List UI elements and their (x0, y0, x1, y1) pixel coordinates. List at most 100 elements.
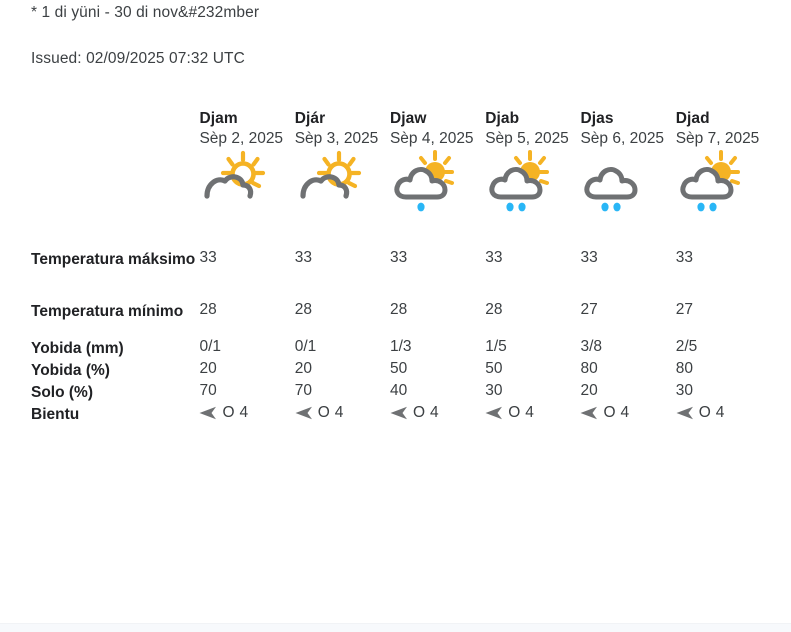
table-row-temp-min: Temperatura mínimo 28 28 28 28 27 27 (31, 286, 771, 338)
weather-icon-cell-5 (676, 150, 771, 234)
wind-arrow-west-icon (676, 406, 693, 420)
wind-speed-2: 4 (430, 404, 439, 421)
row-label-empty (31, 110, 199, 128)
temp-min-4: 27 (580, 301, 598, 318)
sun-pct-3: 30 (485, 382, 503, 399)
row-label-temp-max: Temperatura máksimo (31, 251, 196, 268)
day-date-3: Sèp 5, 2025 (485, 130, 569, 147)
temp-max-3: 33 (485, 249, 503, 266)
wind-cell-0: O 4 (199, 404, 294, 426)
rain-pct-3: 50 (485, 360, 503, 377)
table-row-dates: Sèp 2, 2025 Sèp 3, 2025 Sèp 4, 2025 Sèp … (31, 128, 771, 150)
rain-mm-4: 3/8 (580, 338, 603, 355)
table-row-daynames: Djam Djár Djaw Djab Djas Djad (31, 110, 771, 128)
wind-arrow-west-icon (485, 406, 503, 420)
wind-speed-1: 4 (334, 404, 344, 421)
cloud-rain2-icon (584, 166, 638, 212)
weather-icon-cell-2 (390, 150, 485, 234)
temp-max-2: 33 (389, 249, 408, 266)
row-label-rain-mm: Yobida (mm) (31, 340, 124, 357)
table-row-rain-mm: Yobida (mm) 0/1 0/1 1/3 1/5 3/8 2/5 (31, 338, 771, 360)
bottom-divider (0, 623, 791, 632)
wind-cell-4: O 4 (580, 404, 675, 426)
day-name-1: Djár (294, 110, 326, 127)
weather-icon-cell-1 (295, 150, 390, 234)
table-row-rain-pct: Yobida (%) 20 20 50 50 80 80 (31, 360, 771, 382)
wind-cell-1: O 4 (295, 404, 390, 426)
sun-cloud-icon (300, 150, 361, 199)
temp-min-3: 28 (485, 301, 503, 318)
rain-pct-0: 20 (199, 360, 217, 377)
day-date-2: Sèp 4, 2025 (389, 130, 474, 147)
sun-pct-2: 40 (389, 382, 408, 399)
sun-pct-1: 70 (294, 382, 312, 399)
sun-pct-0: 70 (199, 382, 217, 399)
rain-pct-1: 20 (294, 360, 312, 377)
wind-speed-3: 4 (525, 404, 534, 421)
wind-cell-3: O 4 (485, 404, 580, 426)
day-name-5: Djad (675, 110, 710, 127)
wind-speed-5: 4 (715, 404, 725, 421)
day-name-2: Djaw (389, 110, 427, 127)
rain-pct-5: 80 (675, 360, 693, 377)
table-row-icons (31, 150, 771, 234)
sun-pct-5: 30 (675, 382, 693, 399)
day-name-4: Djas (580, 110, 614, 127)
wind-cell-5: O 4 (676, 404, 771, 426)
temp-max-4: 33 (580, 249, 598, 266)
sun-cloud-rain2-icon (489, 150, 550, 212)
wind-direction-0: O (222, 404, 235, 421)
sun-pct-4: 20 (580, 382, 598, 399)
temp-max-5: 33 (675, 249, 693, 266)
temp-min-5: 27 (675, 301, 693, 318)
wind-direction-3: O (508, 404, 521, 421)
day-date-1: Sèp 3, 2025 (294, 130, 379, 147)
weather-icon-cell-4 (580, 150, 675, 234)
wind-arrow-west-icon (390, 406, 407, 420)
rain-mm-1: 0/1 (294, 338, 317, 355)
temp-min-0: 28 (199, 301, 217, 318)
table-row-temp-max: Temperatura máksimo 33 33 33 33 33 33 (31, 234, 771, 286)
rain-mm-2: 1/3 (389, 338, 412, 355)
weather-icon-cell-3 (485, 150, 580, 234)
wind-arrow-west-icon (199, 406, 217, 420)
sun-cloud-rain2-icon (680, 150, 740, 212)
day-date-4: Sèp 6, 2025 (580, 130, 665, 147)
rain-mm-3: 1/5 (485, 338, 507, 355)
row-label-wind: Bientu (31, 406, 80, 423)
temp-max-1: 33 (294, 249, 312, 266)
wind-cell-2: O 4 (390, 404, 485, 426)
forecast-table: Djam Djár Djaw Djab Djas Djad Sèp 2, 202… (31, 110, 771, 426)
row-label-rain-pct: Yobida (%) (31, 362, 110, 379)
day-date-5: Sèp 7, 2025 (675, 130, 760, 147)
row-label-sun-pct: Solo (%) (31, 384, 93, 401)
wind-direction-5: O (698, 404, 711, 421)
rain-mm-5: 2/5 (675, 338, 698, 355)
temp-min-1: 28 (294, 301, 312, 318)
day-name-3: Djab (485, 110, 520, 127)
issued-timestamp: Issued: 02/09/2025 07:32 UTC (31, 50, 245, 67)
row-label-temp-min: Temperatura mínimo (31, 303, 184, 320)
row-label-empty-icons (31, 150, 199, 234)
wind-speed-4: 4 (620, 404, 630, 421)
table-row-wind: Bientu O 4 O (31, 404, 771, 426)
wind-direction-4: O (603, 404, 616, 421)
wind-arrow-west-icon (580, 406, 598, 420)
row-label-empty-dates (31, 128, 199, 150)
sun-cloud-rain1-icon (394, 150, 454, 212)
wind-arrow-west-icon (295, 406, 312, 420)
weather-icon-cell-0 (199, 150, 294, 234)
wind-speed-0: 4 (239, 404, 249, 421)
day-date-0: Sèp 2, 2025 (199, 130, 284, 147)
table-row-sun-pct: Solo (%) 70 70 40 30 20 30 (31, 382, 771, 404)
temp-min-2: 28 (389, 301, 408, 318)
sun-cloud-icon (204, 150, 266, 199)
temp-max-0: 33 (199, 249, 217, 266)
rain-mm-0: 0/1 (199, 338, 222, 355)
day-name-0: Djam (199, 110, 238, 127)
wind-direction-2: O (412, 404, 426, 421)
season-note: * 1 di yüni - 30 di nov&#232mber (31, 4, 260, 21)
rain-pct-2: 50 (389, 360, 408, 377)
wind-direction-1: O (317, 404, 330, 421)
